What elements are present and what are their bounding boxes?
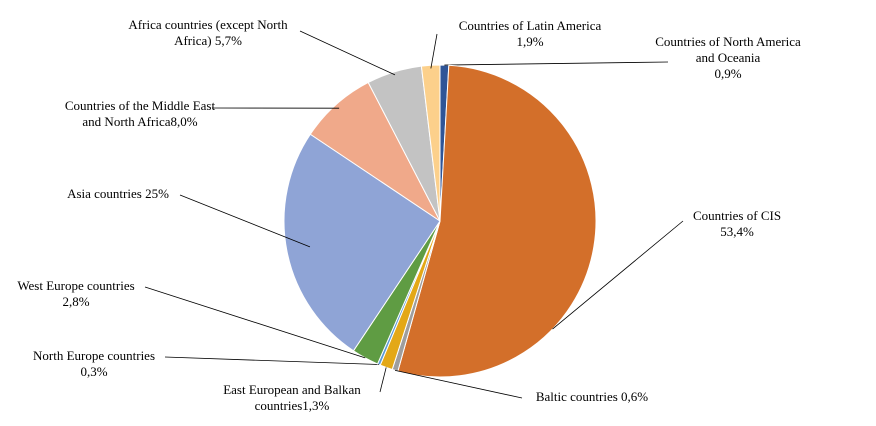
leader-line <box>179 194 311 248</box>
data-label: Baltic countries 0,6% <box>492 389 692 405</box>
data-label: Countries of Latin America 1,9% <box>430 18 630 50</box>
category-label: Baltic countries <box>535 389 618 404</box>
category-label: North Europe countries <box>32 348 156 363</box>
value-label: 2,8% <box>62 294 90 309</box>
leader-line <box>299 30 396 76</box>
leader-line <box>444 61 669 66</box>
category-label: East European and Balkan countries <box>223 382 361 413</box>
category-label: West Europe countries <box>17 278 135 293</box>
category-label: Africa countries (except North Africa) <box>128 17 288 48</box>
leader-line <box>552 220 684 330</box>
value-label: 5,7% <box>214 33 242 48</box>
category-label: Countries of CIS <box>692 208 782 223</box>
pie-slice <box>420 64 441 222</box>
value-label: 0,6% <box>621 389 649 404</box>
category-label: Countries of North America and Oceania <box>655 34 801 65</box>
data-label: Africa countries (except North Africa) 5… <box>121 17 296 49</box>
value-label: 1,3% <box>302 398 330 413</box>
value-label: 1,9% <box>516 34 544 49</box>
data-label: Asia countries 25% <box>43 186 193 202</box>
data-label: Countries of North America and Oceania 0,… <box>653 34 803 82</box>
value-label: 8,0% <box>170 114 198 129</box>
value-label: 0,9% <box>714 66 742 81</box>
data-label: West Europe countries 2,8% <box>0 278 156 310</box>
pie-slice <box>283 133 441 352</box>
category-label: Countries of Latin America <box>458 18 602 33</box>
pie-slice <box>397 64 597 378</box>
leader-line <box>430 33 438 69</box>
value-label: 0,3% <box>80 364 108 379</box>
data-label: Countries of the Middle East and North A… <box>54 98 226 130</box>
leader-line <box>394 369 523 399</box>
leader-line <box>164 356 379 365</box>
data-label: North Europe countries 0,3% <box>9 348 179 380</box>
category-label: Countries of the Middle East and North A… <box>64 98 216 129</box>
data-label: Countries of CIS 53,4% <box>667 208 807 240</box>
data-label: East European and Balkan countries1,3% <box>206 382 378 414</box>
value-label: 53,4% <box>720 224 754 239</box>
category-label: Asia countries <box>67 186 142 201</box>
leader-line <box>379 367 387 393</box>
value-label: 25% <box>145 186 169 201</box>
leader-line <box>144 286 366 359</box>
